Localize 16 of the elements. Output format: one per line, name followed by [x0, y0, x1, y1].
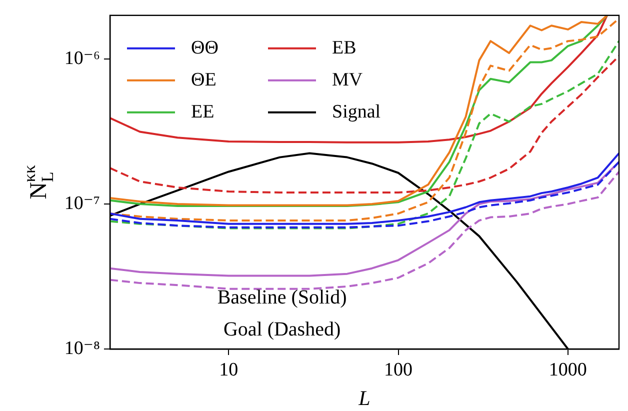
- y-axis-title: NLκκ: [20, 164, 58, 200]
- y-tick-label: 10⁻⁶: [64, 48, 100, 70]
- legend-label: MV: [332, 69, 363, 90]
- legend-label: Signal: [332, 101, 381, 122]
- x-tick-label: 1000: [548, 359, 587, 380]
- legend-label: ΘΘ: [191, 37, 218, 58]
- annotation: Goal (Dashed): [223, 318, 341, 340]
- legend-label: EE: [191, 101, 214, 122]
- legend-label: EB: [332, 37, 356, 58]
- y-tick-label: 10⁻⁷: [64, 193, 100, 214]
- x-tick-label: 10: [219, 359, 238, 380]
- legend-label: ΘE: [191, 69, 216, 90]
- x-tick-label: 100: [384, 359, 413, 380]
- y-tick-label: 10⁻⁸: [64, 338, 100, 359]
- x-axis-title: L: [358, 386, 370, 410]
- annotation: Baseline (Solid): [217, 286, 347, 308]
